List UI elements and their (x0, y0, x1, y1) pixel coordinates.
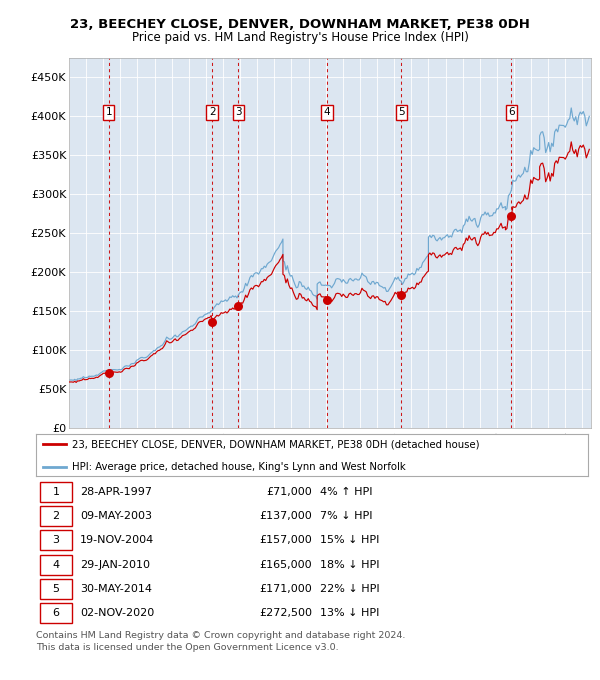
Text: HPI: Average price, detached house, King's Lynn and West Norfolk: HPI: Average price, detached house, King… (72, 462, 406, 472)
Text: 23, BEECHEY CLOSE, DENVER, DOWNHAM MARKET, PE38 0DH: 23, BEECHEY CLOSE, DENVER, DOWNHAM MARKE… (70, 18, 530, 31)
Text: 3: 3 (235, 107, 242, 118)
Text: 1: 1 (52, 487, 59, 496)
Text: 30-MAY-2014: 30-MAY-2014 (80, 584, 152, 594)
Text: 2: 2 (209, 107, 215, 118)
Text: £272,500: £272,500 (259, 609, 312, 618)
Text: 4: 4 (324, 107, 331, 118)
Text: 4: 4 (52, 560, 59, 570)
Text: 09-MAY-2003: 09-MAY-2003 (80, 511, 152, 521)
Text: 3: 3 (52, 535, 59, 545)
Text: 4% ↑ HPI: 4% ↑ HPI (320, 487, 373, 496)
Text: 29-JAN-2010: 29-JAN-2010 (80, 560, 150, 570)
Text: £171,000: £171,000 (259, 584, 312, 594)
Text: 6: 6 (508, 107, 515, 118)
Text: Contains HM Land Registry data © Crown copyright and database right 2024.: Contains HM Land Registry data © Crown c… (36, 631, 406, 640)
Text: 15% ↓ HPI: 15% ↓ HPI (320, 535, 380, 545)
Text: £137,000: £137,000 (259, 511, 312, 521)
Text: Price paid vs. HM Land Registry's House Price Index (HPI): Price paid vs. HM Land Registry's House … (131, 31, 469, 44)
Text: 19-NOV-2004: 19-NOV-2004 (80, 535, 154, 545)
Text: 18% ↓ HPI: 18% ↓ HPI (320, 560, 380, 570)
Text: 6: 6 (52, 609, 59, 618)
Text: £71,000: £71,000 (266, 487, 312, 496)
Text: 22% ↓ HPI: 22% ↓ HPI (320, 584, 380, 594)
Text: 5: 5 (398, 107, 404, 118)
Text: This data is licensed under the Open Government Licence v3.0.: This data is licensed under the Open Gov… (36, 643, 338, 652)
Text: 5: 5 (52, 584, 59, 594)
Text: £165,000: £165,000 (259, 560, 312, 570)
Text: £157,000: £157,000 (259, 535, 312, 545)
FancyBboxPatch shape (40, 530, 72, 550)
FancyBboxPatch shape (40, 481, 72, 502)
Text: 7% ↓ HPI: 7% ↓ HPI (320, 511, 373, 521)
Text: 2: 2 (52, 511, 59, 521)
Text: 28-APR-1997: 28-APR-1997 (80, 487, 152, 496)
Text: 13% ↓ HPI: 13% ↓ HPI (320, 609, 380, 618)
FancyBboxPatch shape (40, 555, 72, 575)
Text: 1: 1 (106, 107, 112, 118)
Text: 02-NOV-2020: 02-NOV-2020 (80, 609, 154, 618)
FancyBboxPatch shape (40, 603, 72, 624)
Text: 23, BEECHEY CLOSE, DENVER, DOWNHAM MARKET, PE38 0DH (detached house): 23, BEECHEY CLOSE, DENVER, DOWNHAM MARKE… (72, 439, 479, 449)
FancyBboxPatch shape (40, 506, 72, 526)
FancyBboxPatch shape (40, 579, 72, 599)
